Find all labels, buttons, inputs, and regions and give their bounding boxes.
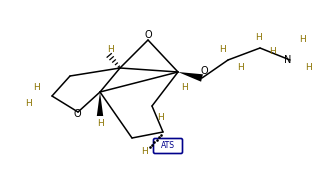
Polygon shape — [178, 72, 203, 82]
Text: H: H — [219, 46, 226, 55]
Text: H: H — [181, 83, 187, 92]
FancyBboxPatch shape — [153, 139, 182, 153]
Text: H: H — [25, 99, 31, 108]
Text: H: H — [97, 118, 103, 127]
Text: H: H — [237, 62, 243, 71]
Text: O: O — [73, 109, 81, 119]
Text: O: O — [144, 30, 152, 40]
Text: H: H — [255, 33, 261, 42]
Text: H: H — [157, 112, 163, 121]
Text: H: H — [269, 48, 275, 56]
Text: H: H — [299, 36, 305, 45]
Text: H: H — [305, 62, 311, 71]
Text: O: O — [200, 66, 208, 76]
Text: H: H — [142, 147, 148, 156]
Text: H: H — [33, 83, 39, 93]
Text: H: H — [107, 46, 113, 55]
Text: ATS: ATS — [161, 142, 175, 150]
Polygon shape — [97, 92, 103, 116]
Text: N: N — [284, 55, 292, 65]
